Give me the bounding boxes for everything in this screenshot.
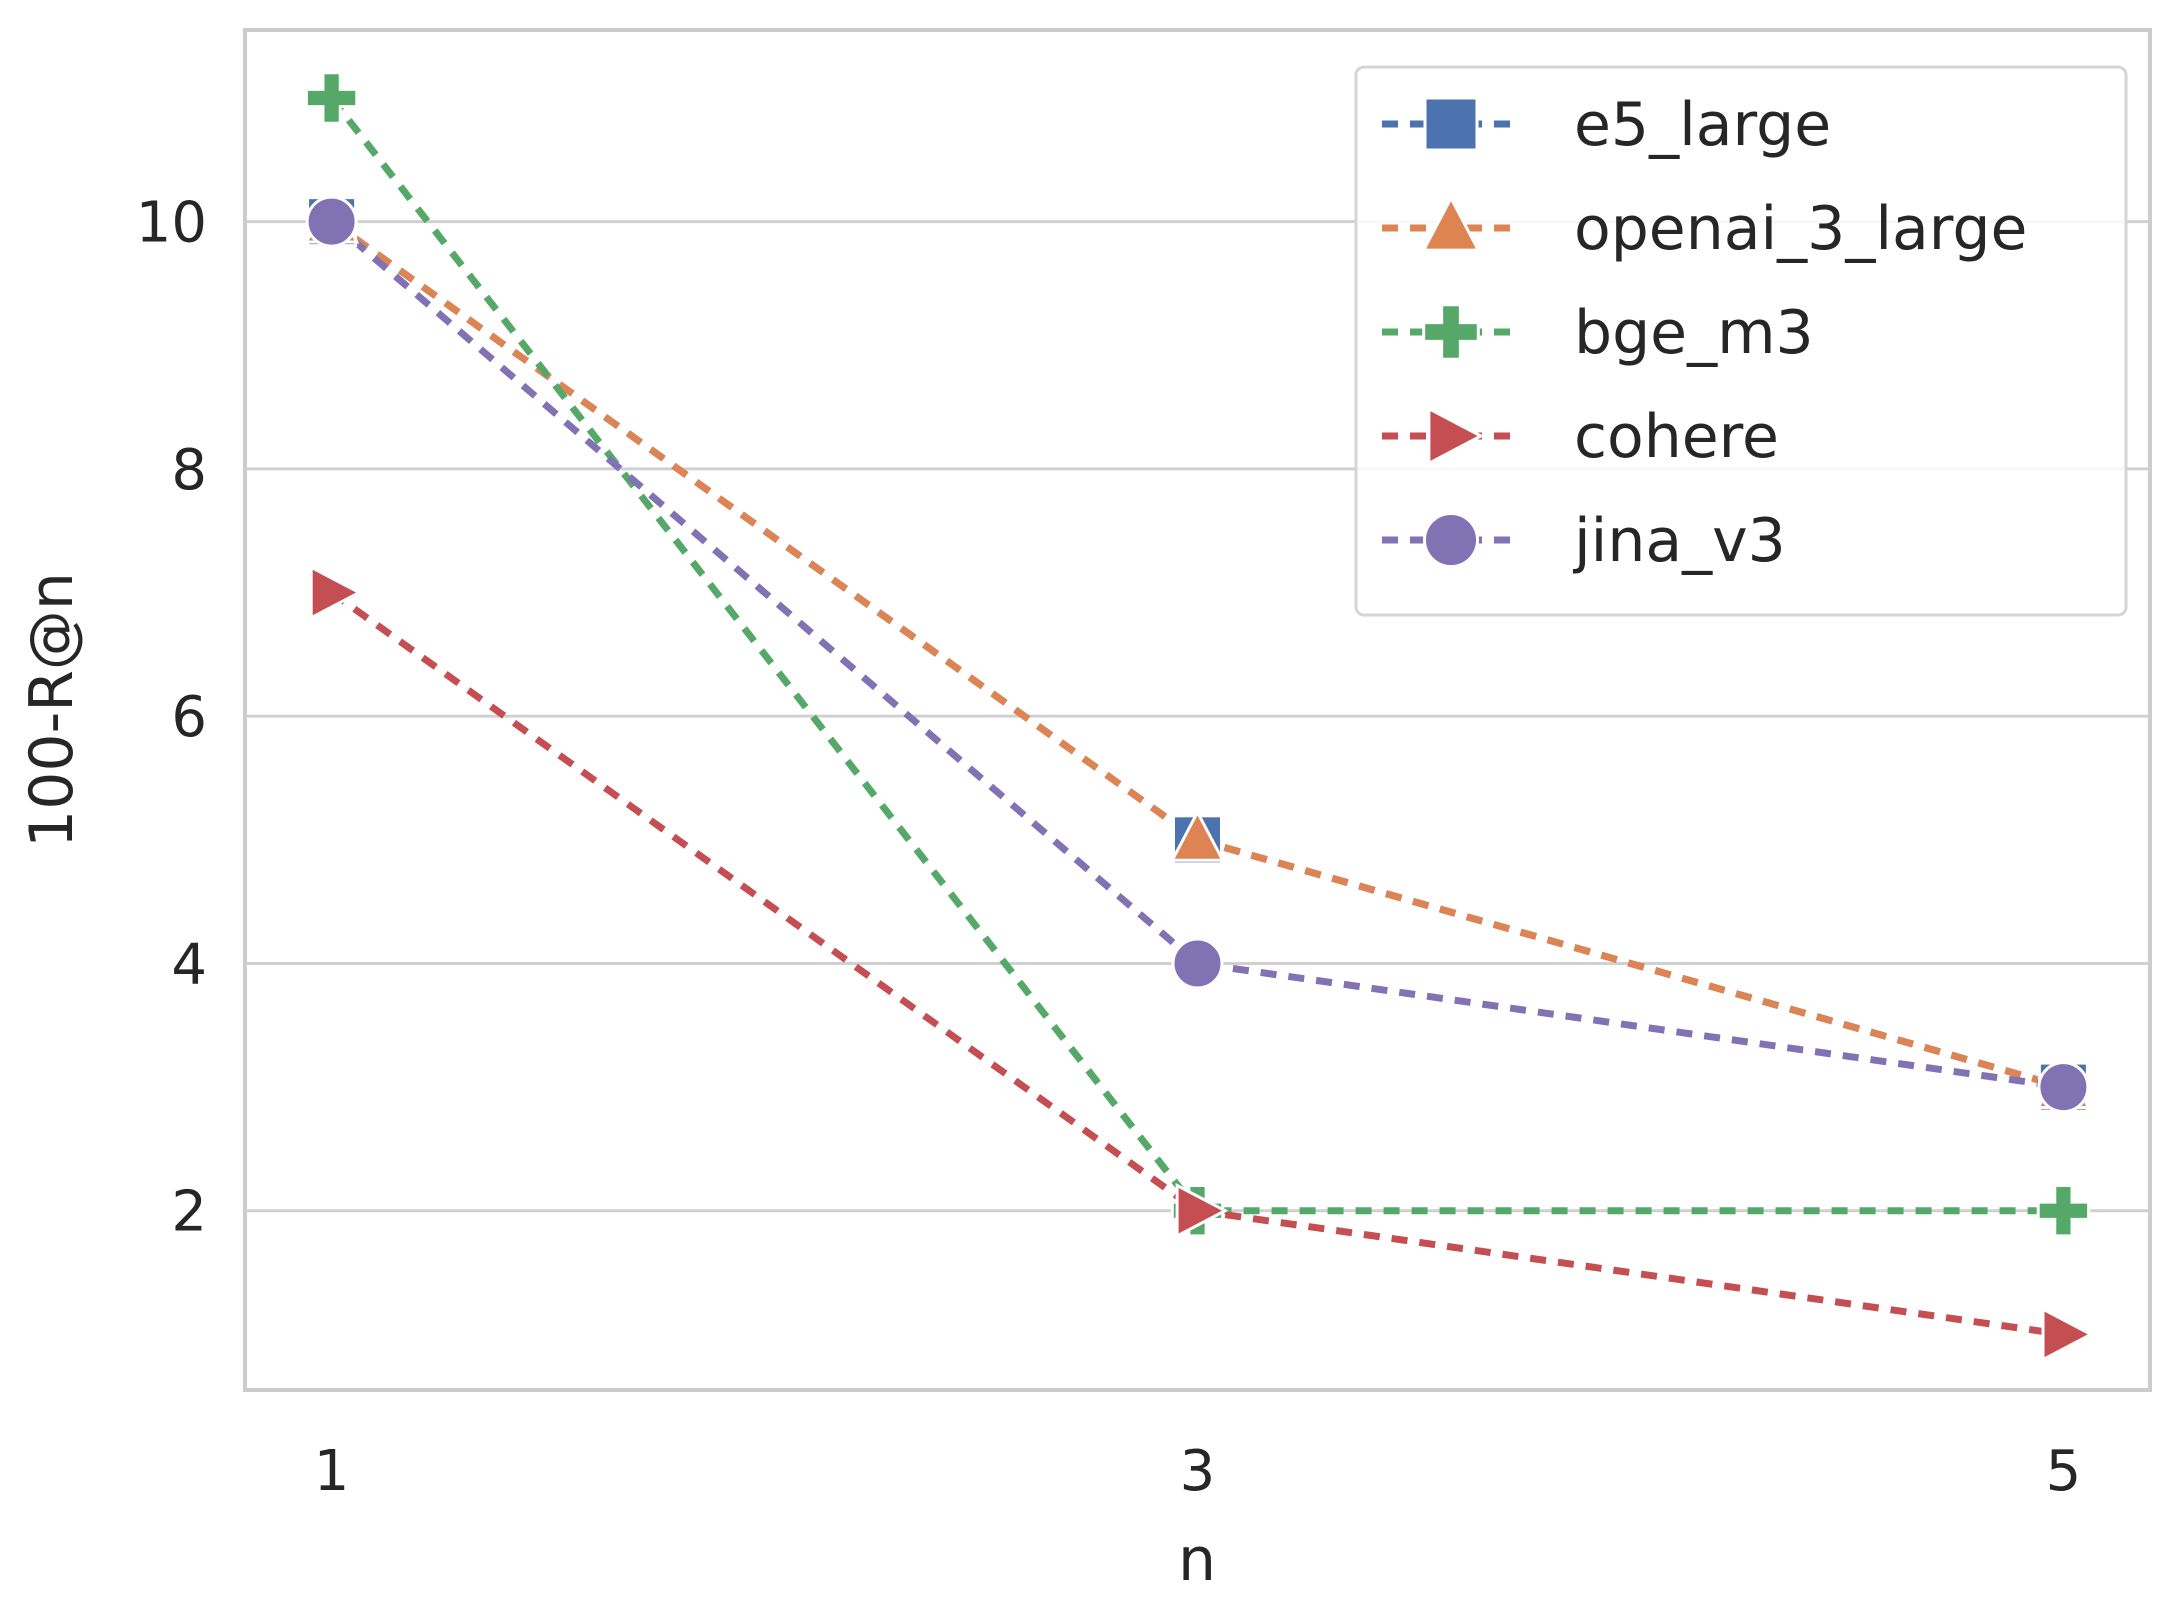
legend-marker-jina_v3 — [1422, 511, 1480, 569]
legend-marker-bge_m3 — [1422, 303, 1480, 361]
legend-label-openai_3_large: openai_3_large — [1574, 194, 2027, 264]
x-axis-ticks: 1 3 5 — [314, 1439, 2081, 1504]
data-point-jina_v3-3 — [1171, 937, 1224, 990]
legend-marker-openai_3_large — [1421, 194, 1481, 252]
series-line-jina_v3 — [329, 218, 2064, 1091]
legend-label-cohere: cohere — [1574, 402, 1779, 472]
data-point-bge_m3-5 — [2036, 1184, 2091, 1238]
y-tick-label-4: 4 — [171, 932, 207, 997]
y-tick-label-10: 10 — [136, 191, 207, 256]
legend-marker-e5_large — [1423, 96, 1479, 152]
data-point-cohere-5 — [2041, 1306, 2095, 1363]
data-point-openai_3_large-3 — [1169, 808, 1226, 862]
legend-box — [1354, 65, 2128, 617]
y-tick-label-8: 8 — [171, 438, 207, 503]
y-axis-label: 100-R@n — [17, 572, 87, 848]
legend-marker-cohere — [1427, 406, 1485, 466]
series-markers — [303, 71, 2095, 1363]
y-tick-label-6: 6 — [171, 685, 207, 750]
data-point-bge_m3-1 — [304, 71, 359, 125]
x-tick-label-5: 5 — [2046, 1439, 2082, 1504]
x-tick-label-1: 1 — [314, 1439, 350, 1504]
x-tick-label-3: 3 — [1180, 1439, 1216, 1504]
y-axis-ticks: 2 4 6 8 10 — [136, 191, 207, 1245]
data-point-cohere-1 — [309, 564, 363, 621]
y-tick-label-2: 2 — [171, 1180, 207, 1245]
legend-label-bge_m3: bge_m3 — [1574, 298, 1814, 368]
legend-label-jina_v3: jina_v3 — [1572, 506, 1786, 576]
series-line-openai_3_large — [329, 218, 2065, 1091]
plot-frame — [243, 28, 2152, 1392]
x-axis-label: n — [1178, 1525, 1216, 1595]
legend-label-e5_large: e5_large — [1574, 90, 1831, 160]
data-point-jina_v3-1 — [305, 195, 358, 248]
data-point-cohere-3 — [1175, 1183, 1229, 1239]
data-point-jina_v3-5 — [2037, 1061, 2090, 1114]
